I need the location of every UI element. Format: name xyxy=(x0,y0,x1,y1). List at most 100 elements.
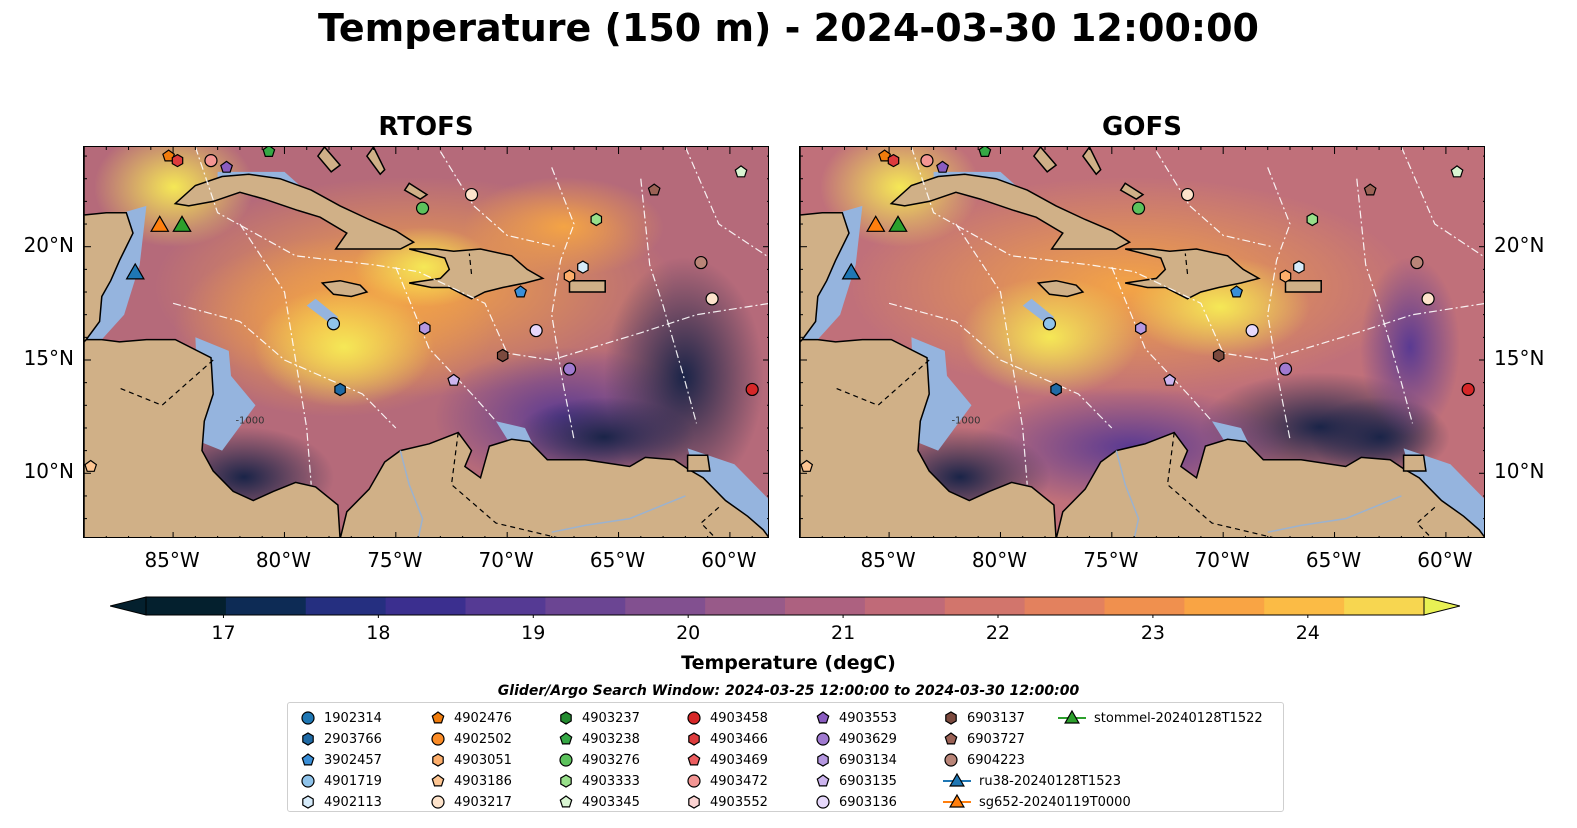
argo-float-6903135[interactable] xyxy=(447,373,461,386)
legend-label: 4903276 xyxy=(582,752,640,768)
legend-float-marker[interactable] xyxy=(816,732,830,746)
legend-float-marker[interactable] xyxy=(944,732,958,745)
glider-stommel[interactable] xyxy=(888,215,908,232)
argo-float-4903186[interactable] xyxy=(84,459,98,472)
lon-tick-label: 80°W xyxy=(255,548,312,572)
argo-float-4903217[interactable] xyxy=(1180,187,1195,202)
legend-float-marker[interactable] xyxy=(687,753,701,766)
argo-float-6903137[interactable] xyxy=(496,348,509,363)
legend-float-marker[interactable] xyxy=(816,774,830,787)
argo-float-6904223[interactable] xyxy=(1410,255,1424,270)
argo-float-4901719[interactable] xyxy=(326,317,341,331)
glider-stommel[interactable] xyxy=(172,215,192,232)
legend-float-marker[interactable] xyxy=(688,795,700,809)
argo-float-4903466[interactable] xyxy=(171,153,184,168)
argo-float-6903727[interactable] xyxy=(647,183,661,196)
legend-float-marker[interactable] xyxy=(560,774,572,788)
legend-glider-marker[interactable] xyxy=(949,772,965,787)
argo-float-4903472[interactable] xyxy=(920,153,934,168)
argo-float-4903472[interactable] xyxy=(204,153,218,168)
argo-float-4903458[interactable] xyxy=(1461,382,1475,397)
argo-float-6903727[interactable] xyxy=(1363,183,1377,196)
legend-float-marker[interactable] xyxy=(817,753,829,767)
legend-float-marker[interactable] xyxy=(816,711,830,724)
legend-float-marker[interactable] xyxy=(816,795,830,809)
river xyxy=(1115,450,1140,537)
argo-float-4902476[interactable] xyxy=(878,149,892,162)
argo-float-4903333[interactable] xyxy=(590,212,603,227)
argo-float-4903458[interactable] xyxy=(745,382,759,397)
legend-float-marker[interactable] xyxy=(560,711,572,725)
argo-float-4903051[interactable] xyxy=(1279,269,1292,283)
legend-float-marker[interactable] xyxy=(688,732,700,746)
legend-item: ru38-20240128T1523 xyxy=(943,771,1121,791)
legend-item: 6903135 xyxy=(815,771,897,791)
argo-float-6903136[interactable] xyxy=(1245,323,1259,338)
colorbar-segment xyxy=(1344,597,1425,615)
legend-float-marker[interactable] xyxy=(559,732,573,745)
argo-float-4902113[interactable] xyxy=(1293,260,1305,274)
argo-float-4903276[interactable] xyxy=(415,201,430,215)
legend-float-marker[interactable] xyxy=(301,711,315,725)
legend-glider-marker[interactable] xyxy=(1064,709,1080,724)
glider-sg652[interactable] xyxy=(150,215,170,232)
argo-float-4903629[interactable] xyxy=(562,362,577,376)
argo-float-4903217[interactable] xyxy=(1421,292,1435,306)
legend-float-marker[interactable] xyxy=(431,795,445,809)
glider-ru38[interactable] xyxy=(125,262,145,280)
argo-float-4903217[interactable] xyxy=(705,292,719,306)
glider-ru38[interactable] xyxy=(841,262,861,280)
legend-float-marker[interactable] xyxy=(302,732,314,746)
argo-float-6903134[interactable] xyxy=(1135,321,1147,335)
legend-label: stommel-20240128T1522 xyxy=(1094,710,1263,726)
argo-float-4903345[interactable] xyxy=(734,165,748,178)
argo-float-4903186[interactable] xyxy=(800,459,814,472)
argo-float-4903238[interactable] xyxy=(978,147,992,157)
argo-float-6904223[interactable] xyxy=(694,255,708,270)
legend-float-marker[interactable] xyxy=(301,753,315,766)
legend-float-marker[interactable] xyxy=(301,774,315,788)
legend-float-marker[interactable] xyxy=(559,753,573,767)
legend-item: 4903051 xyxy=(430,750,512,770)
argo-float-4903553[interactable] xyxy=(220,160,234,173)
legend-float-marker[interactable] xyxy=(945,711,957,725)
legend-float-marker[interactable] xyxy=(559,795,573,808)
argo-float-4903333[interactable] xyxy=(1306,212,1319,227)
legend-float-marker[interactable] xyxy=(431,774,445,787)
argo-float-2903766[interactable] xyxy=(334,382,346,397)
legend-float-marker[interactable] xyxy=(431,711,445,724)
legend-float-marker[interactable] xyxy=(302,795,314,809)
argo-float-4903238[interactable] xyxy=(262,147,276,157)
argo-float-3902457[interactable] xyxy=(514,285,528,298)
argo-float-4903466[interactable] xyxy=(887,153,900,168)
legend-glider-marker[interactable] xyxy=(949,793,965,808)
argo-float-2903766[interactable] xyxy=(1050,382,1062,397)
argo-float-4902113[interactable] xyxy=(577,260,589,274)
legend-item: 6903727 xyxy=(943,729,1025,749)
argo-float-4901719[interactable] xyxy=(1042,317,1057,331)
argo-float-4903553[interactable] xyxy=(936,160,950,173)
legend-float-marker[interactable] xyxy=(431,732,445,746)
legend-float-marker[interactable] xyxy=(687,774,701,788)
legend-float-marker[interactable] xyxy=(944,753,958,767)
argo-float-4903217[interactable] xyxy=(464,187,479,202)
legend-float-marker[interactable] xyxy=(687,711,701,725)
argo-float-4903345[interactable] xyxy=(1450,165,1464,178)
lat-tick-label-right: 15°N xyxy=(1494,345,1545,370)
argo-float-4903051[interactable] xyxy=(563,269,576,283)
argo-float-6903135[interactable] xyxy=(1163,373,1177,386)
argo-float-3902457[interactable] xyxy=(1230,285,1244,298)
argo-float-4903629[interactable] xyxy=(1278,362,1293,376)
legend-float-marker[interactable] xyxy=(432,753,444,767)
legend-label: 4903345 xyxy=(582,794,640,810)
landmass-bahamas2 xyxy=(1081,147,1102,176)
glider-sg652[interactable] xyxy=(866,215,886,232)
argo-float-6903137[interactable] xyxy=(1212,348,1225,363)
argo-float-4903276[interactable] xyxy=(1131,201,1146,215)
argo-float-6903136[interactable] xyxy=(529,323,543,338)
lon-tick-label: 80°W xyxy=(971,548,1028,572)
river xyxy=(1267,495,1402,533)
legend-label: 1902314 xyxy=(324,710,382,726)
argo-float-6903134[interactable] xyxy=(419,321,431,335)
argo-float-4902476[interactable] xyxy=(162,149,176,162)
